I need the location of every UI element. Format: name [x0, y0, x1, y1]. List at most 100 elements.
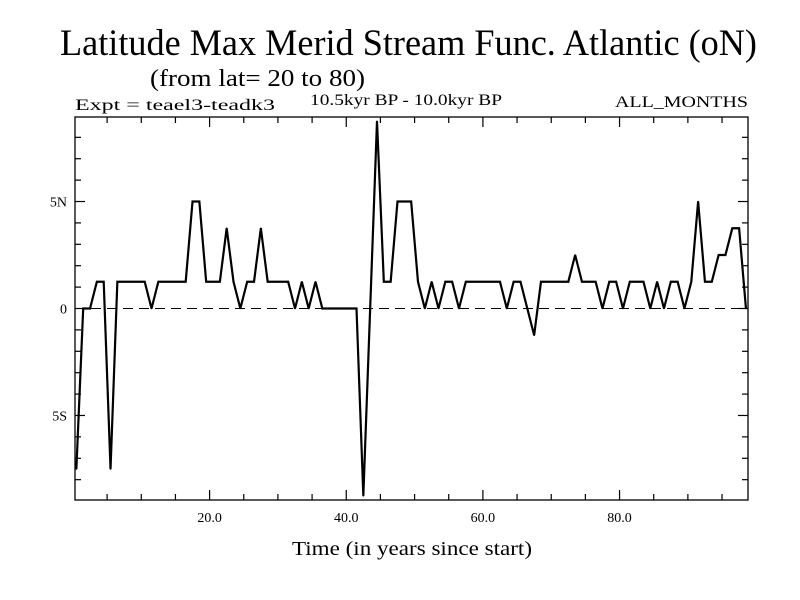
data-point	[417, 280, 419, 283]
data-point	[178, 280, 180, 283]
data-point	[355, 307, 358, 310]
chart-title: Latitude Max Merid Stream Func. Atlantic…	[60, 23, 757, 64]
data-point	[219, 280, 221, 283]
data-point	[690, 280, 693, 283]
data-point	[335, 307, 337, 310]
data-point	[143, 280, 146, 283]
data-point	[246, 280, 248, 283]
data-point	[184, 280, 187, 283]
data-point	[164, 280, 166, 283]
data-point	[547, 280, 549, 283]
data-point	[704, 280, 706, 283]
data-point	[485, 280, 488, 283]
data-point	[157, 280, 160, 283]
data-point	[478, 280, 481, 283]
x-tick-label: 60.0	[471, 511, 496, 526]
data-point	[492, 280, 494, 283]
data-point	[123, 280, 125, 283]
data-point	[109, 468, 112, 470]
data-point	[191, 200, 194, 203]
data-point	[594, 280, 597, 283]
chart-subtitle: (from lat= 20 to 80)	[150, 66, 365, 92]
data-point	[574, 254, 576, 256]
data-point	[669, 280, 672, 283]
data-point	[239, 307, 242, 310]
data-point	[225, 227, 228, 230]
data-point	[676, 280, 679, 283]
data-point	[260, 227, 262, 230]
data-point	[451, 280, 453, 283]
data-point	[635, 280, 638, 283]
y-tick-label: 5N	[50, 196, 67, 211]
data-point	[717, 254, 720, 256]
data-point	[171, 280, 173, 283]
data-point	[738, 227, 740, 230]
data-point	[96, 280, 98, 283]
data-point	[710, 280, 713, 283]
x-axis-label: Time (in years since start)	[292, 538, 532, 560]
data-point	[150, 307, 153, 310]
x-tick-label: 40.0	[334, 511, 359, 526]
data-point	[376, 120, 378, 123]
data-point	[328, 307, 330, 310]
x-tick-label: 20.0	[197, 511, 222, 526]
data-point	[424, 307, 426, 310]
data-points	[75, 120, 747, 497]
data-point	[745, 307, 747, 310]
data-point	[362, 494, 365, 497]
data-point	[410, 200, 412, 203]
data-point	[266, 280, 269, 283]
data-point	[526, 307, 529, 310]
data-point	[137, 280, 139, 283]
data-point	[615, 280, 617, 283]
data-point	[205, 280, 207, 283]
data-point	[724, 254, 727, 256]
axis-ticks	[75, 117, 748, 500]
data-point	[253, 280, 255, 283]
data-point	[608, 280, 611, 283]
data-point	[601, 307, 604, 310]
data-point	[314, 280, 317, 283]
data-point	[642, 280, 645, 283]
data-point	[471, 280, 474, 283]
data-point	[198, 200, 201, 203]
data-point	[540, 280, 542, 283]
data-point	[622, 307, 624, 310]
data-point	[519, 280, 522, 283]
data-point	[75, 468, 78, 470]
data-point	[232, 280, 235, 283]
data-point	[499, 280, 501, 283]
data-point	[663, 307, 665, 310]
data-point	[533, 334, 535, 337]
data-point	[656, 280, 658, 283]
data-point	[588, 280, 590, 283]
data-point	[82, 307, 84, 310]
data-point	[321, 307, 324, 310]
data-point	[437, 307, 440, 310]
data-point	[396, 200, 399, 203]
data-point	[280, 280, 283, 283]
x-tick-label: 80.0	[607, 511, 632, 526]
data-point	[307, 307, 310, 310]
data-point	[383, 280, 385, 283]
y-tick-label: 5S	[52, 409, 67, 424]
data-point	[130, 280, 132, 283]
data-point	[348, 307, 351, 310]
data-point	[444, 280, 447, 283]
expt-label: Expt = teael3-teadk3	[75, 97, 275, 114]
data-point	[567, 280, 570, 283]
data-point	[553, 280, 556, 283]
data-point	[294, 307, 296, 310]
data-point	[369, 307, 371, 310]
data-point	[273, 280, 276, 283]
data-point	[581, 280, 583, 283]
data-point	[697, 200, 699, 203]
data-point	[512, 280, 515, 283]
period-label: 10.5kyr BP - 10.0kyr BP	[310, 92, 502, 109]
data-point	[301, 280, 303, 283]
data-point	[458, 307, 460, 310]
data-point	[465, 280, 467, 283]
data-point	[403, 200, 406, 203]
data-point	[102, 280, 105, 283]
